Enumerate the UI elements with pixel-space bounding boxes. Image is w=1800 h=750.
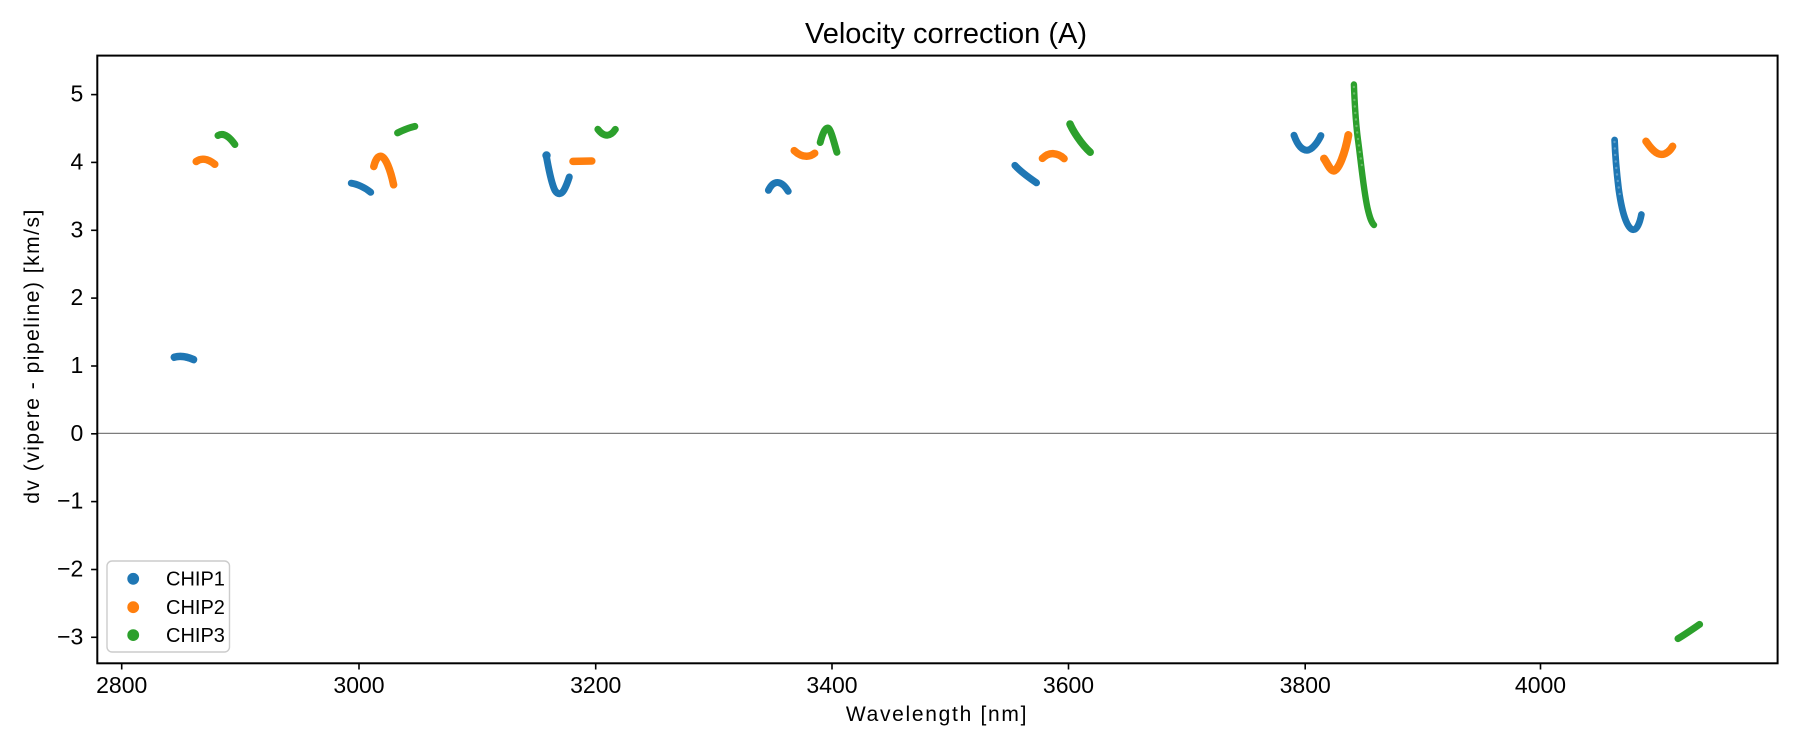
svg-text:1: 1 [71, 352, 84, 378]
svg-text:−3: −3 [57, 623, 83, 649]
svg-text:3600: 3600 [1043, 672, 1094, 698]
svg-text:−2: −2 [57, 555, 83, 581]
svg-text:3200: 3200 [570, 672, 621, 698]
svg-text:−1: −1 [57, 488, 83, 514]
svg-text:CHIP3: CHIP3 [166, 625, 225, 647]
svg-text:CHIP1: CHIP1 [166, 568, 225, 590]
svg-text:3000: 3000 [333, 672, 384, 698]
svg-text:2: 2 [71, 284, 84, 310]
svg-text:4: 4 [71, 148, 84, 174]
svg-text:3: 3 [71, 216, 84, 242]
svg-text:Wavelength [nm]: Wavelength [nm] [846, 703, 1028, 726]
svg-text:3800: 3800 [1280, 672, 1331, 698]
svg-text:CHIP2: CHIP2 [166, 597, 225, 619]
svg-text:0: 0 [71, 420, 84, 446]
svg-text:Velocity correction (A): Velocity correction (A) [805, 18, 1087, 50]
svg-text:3400: 3400 [806, 672, 857, 698]
svg-text:dv (vipere - pipeline) [km/s]: dv (vipere - pipeline) [km/s] [21, 208, 44, 504]
svg-text:4000: 4000 [1515, 672, 1566, 698]
svg-text:2800: 2800 [96, 672, 147, 698]
svg-text:5: 5 [71, 81, 84, 107]
